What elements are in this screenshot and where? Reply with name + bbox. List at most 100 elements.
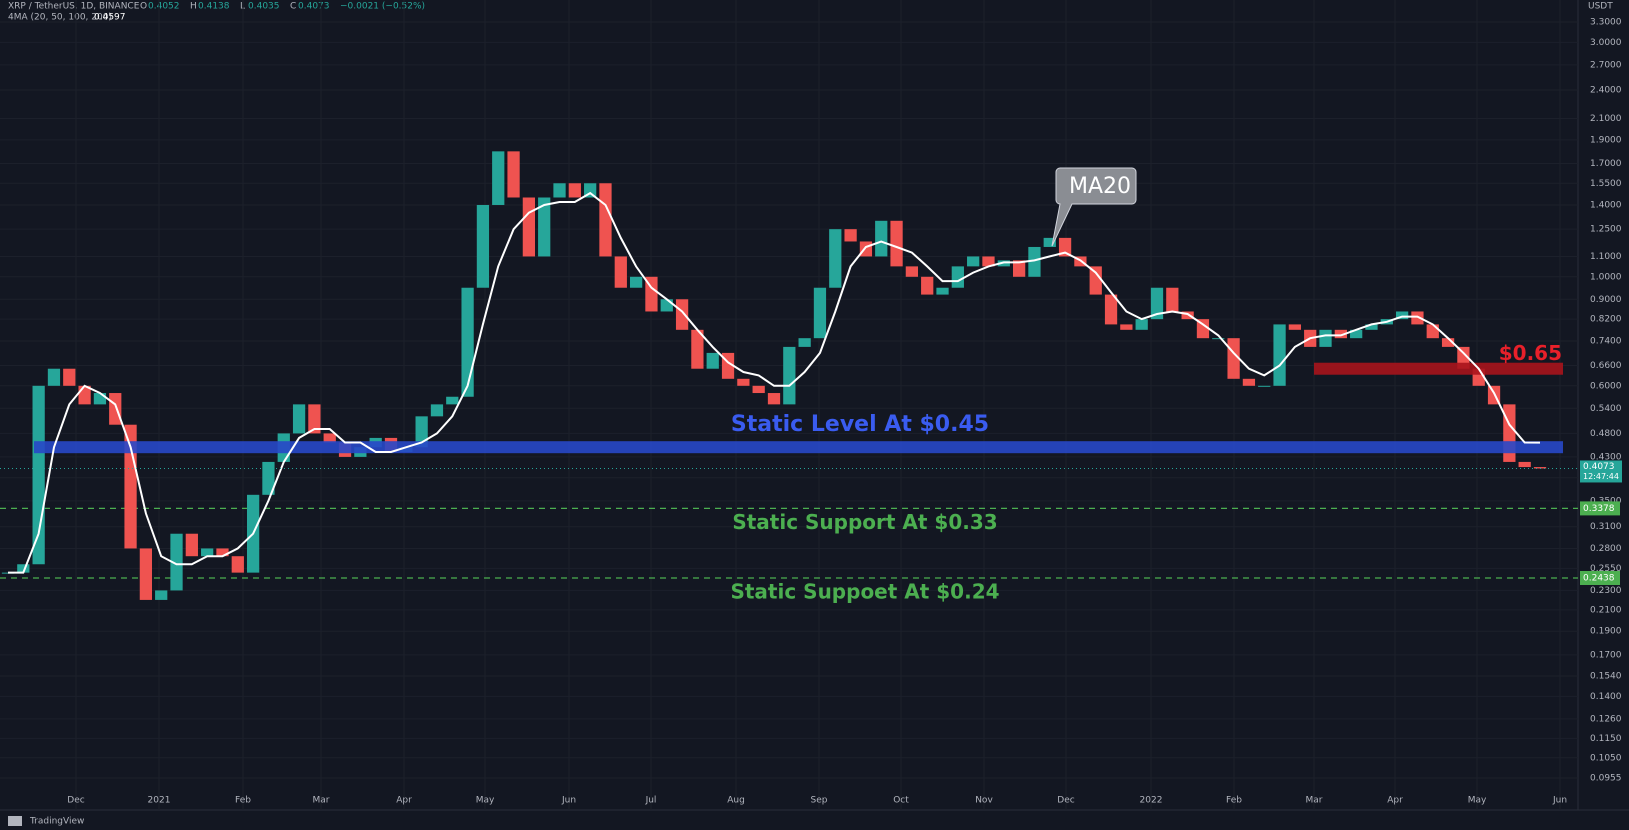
y-tick-label: 0.4800	[1590, 429, 1622, 439]
candle	[93, 393, 107, 405]
candle	[1012, 260, 1026, 277]
callout-label: MA20	[1069, 174, 1131, 199]
y-tick-label: 0.0955	[1590, 774, 1622, 784]
candle	[32, 385, 45, 565]
candle	[1441, 338, 1455, 347]
quote-value: 0.4052	[148, 2, 180, 12]
candle	[1028, 246, 1041, 277]
y-tick-label: 1.0000	[1590, 272, 1622, 282]
candle	[1334, 329, 1347, 339]
candle	[629, 276, 643, 288]
last-price-tag	[1580, 460, 1622, 483]
y-tick-label: 0.6600	[1590, 361, 1622, 371]
axis-tag	[1580, 501, 1620, 516]
candle	[461, 287, 474, 397]
y-tick-label: 0.1050	[1590, 753, 1622, 763]
y-tick-label: 2.1000	[1590, 114, 1622, 124]
candle	[47, 368, 61, 386]
y-tick-label: 0.9000	[1590, 295, 1622, 305]
x-tick-label: Oct	[893, 796, 909, 806]
indicator-value: 0.4597	[94, 13, 126, 23]
candle	[323, 433, 336, 443]
brand-logo	[8, 816, 22, 826]
support-label: Static Suppoet At $0.24	[730, 579, 999, 603]
candle	[430, 404, 444, 417]
candle	[599, 183, 612, 257]
candle	[1212, 338, 1225, 340]
candle	[875, 220, 888, 257]
candle	[124, 424, 137, 549]
candle	[139, 548, 153, 600]
candle	[507, 151, 520, 198]
candle	[1518, 461, 1531, 468]
quote-value: 0.4073	[298, 2, 330, 12]
x-tick-label: 2022	[1140, 796, 1163, 806]
y-tick-label: 1.9000	[1590, 135, 1622, 145]
y-tick-label: 0.6000	[1590, 381, 1622, 391]
candle	[1258, 385, 1271, 387]
candle	[155, 590, 168, 600]
y-tick-label: 0.2800	[1590, 544, 1622, 554]
level-band	[1314, 362, 1563, 375]
axis-tag	[1580, 570, 1620, 585]
candle	[921, 276, 934, 295]
candle	[1089, 266, 1102, 295]
candle	[1395, 311, 1409, 320]
y-tick-label: 0.7400	[1590, 337, 1622, 347]
candle	[1181, 311, 1194, 320]
y-tick-label: 0.2100	[1590, 605, 1622, 615]
candle	[201, 548, 214, 557]
y-tick-label: 0.3100	[1590, 522, 1622, 532]
candle	[1533, 467, 1547, 469]
candle	[967, 256, 980, 267]
y-tick-label: 0.1400	[1590, 692, 1622, 702]
x-tick-label: Aug	[727, 796, 745, 806]
y-tick-label: 0.2300	[1590, 586, 1622, 596]
candle	[170, 533, 183, 591]
candle	[1120, 324, 1133, 330]
x-tick-label: Apr	[396, 796, 412, 806]
level-label: $0.65	[1499, 341, 1562, 365]
y-tick-label: 0.1700	[1590, 650, 1622, 660]
x-tick-label: Apr	[1387, 796, 1403, 806]
candle	[1319, 329, 1332, 347]
y-tick-label: 1.2500	[1590, 225, 1622, 235]
candle	[185, 533, 198, 557]
candle	[109, 393, 122, 425]
x-tick-label: Feb	[1226, 796, 1242, 806]
candle	[783, 346, 796, 405]
candle	[231, 556, 244, 573]
y-tick-label: 1.4000	[1590, 200, 1622, 210]
y-tick-label: 0.4300	[1590, 452, 1622, 462]
indicator: 4MA (20, 50, 100, 200)	[8, 13, 112, 23]
candle	[1135, 319, 1148, 330]
y-tick-label: 3.3000	[1590, 18, 1622, 28]
y-tick-label: 0.1900	[1590, 627, 1622, 637]
level-label: Static Level At $0.45	[731, 412, 989, 437]
candle	[767, 393, 781, 405]
x-tick-label: Feb	[235, 796, 251, 806]
candle	[936, 287, 949, 295]
candle	[660, 299, 673, 312]
x-tick-label: Dec	[67, 796, 84, 806]
x-tick-label: Jun	[561, 796, 576, 806]
candle	[1273, 324, 1286, 386]
quote-key: H	[190, 2, 197, 12]
quote-value: 0.4035	[248, 2, 280, 12]
x-tick-label: Dec	[1057, 796, 1074, 806]
candle	[1043, 237, 1056, 247]
candle	[614, 256, 627, 288]
brand: TradingView	[29, 817, 84, 827]
candle	[706, 352, 719, 369]
candle	[262, 461, 275, 495]
candle	[308, 404, 321, 434]
x-tick-label: May	[476, 796, 495, 806]
y-tick-label: 0.2550	[1590, 564, 1622, 574]
callout-box	[1051, 167, 1137, 247]
candle	[752, 385, 765, 394]
axis-tag-label: 0.3378	[1583, 504, 1615, 514]
candle	[492, 151, 505, 205]
candle	[538, 197, 551, 257]
level-band	[34, 441, 1563, 454]
